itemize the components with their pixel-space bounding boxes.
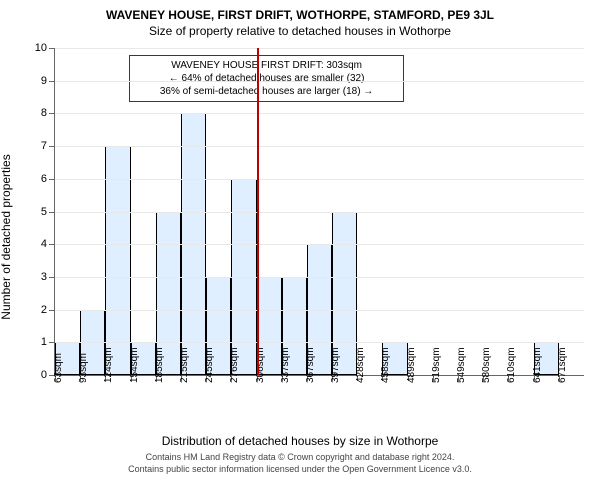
x-tick-label: 215sqm [179, 347, 190, 383]
footer-line-2: Contains public sector information licen… [10, 464, 590, 476]
grid-line [55, 146, 584, 147]
y-tick-label: 5 [41, 206, 55, 218]
grid-line [55, 212, 584, 213]
grid-line [55, 179, 584, 180]
x-tick-label: 276sqm [229, 347, 240, 383]
grid-line [55, 113, 584, 114]
grid-line [55, 244, 584, 245]
y-axis-label: Number of detached properties [0, 154, 13, 319]
x-tick-label: 63sqm [53, 353, 64, 383]
chart-title: WAVENEY HOUSE, FIRST DRIFT, WOTHORPE, ST… [10, 8, 590, 22]
footer: Contains HM Land Registry data © Crown c… [10, 452, 590, 475]
grid-line [55, 81, 584, 82]
y-tick-label: 4 [41, 238, 55, 250]
annotation-line-2: ← 64% of detached houses are smaller (32… [136, 72, 397, 85]
x-tick-label: 245sqm [204, 347, 215, 383]
x-tick-label: 580sqm [481, 347, 492, 383]
x-axis-label: Distribution of detached houses by size … [10, 434, 590, 448]
x-tick-label: 428sqm [355, 347, 366, 383]
footer-line-1: Contains HM Land Registry data © Crown c… [10, 452, 590, 464]
x-tick-label: 124sqm [103, 347, 114, 383]
plot-area: WAVENEY HOUSE FIRST DRIFT: 303sqm ← 64% … [54, 48, 584, 376]
y-tick-label: 8 [41, 107, 55, 119]
y-tick-label: 3 [41, 271, 55, 283]
x-tick-label: 671sqm [557, 347, 568, 383]
x-tick-label: 458sqm [380, 347, 391, 383]
x-tick-label: 93sqm [78, 353, 89, 383]
y-tick-label: 1 [41, 336, 55, 348]
x-tick-label: 154sqm [129, 347, 140, 383]
x-tick-label: 610sqm [506, 347, 517, 383]
bar [105, 146, 130, 375]
x-tick-label: 367sqm [305, 347, 316, 383]
x-tick-label: 641sqm [532, 347, 543, 383]
reference-line [257, 48, 259, 375]
x-tick-label: 549sqm [456, 347, 467, 383]
x-tick-label: 519sqm [431, 347, 442, 383]
y-tick-label: 9 [41, 75, 55, 87]
chart-container: WAVENEY HOUSE, FIRST DRIFT, WOTHORPE, ST… [0, 0, 600, 500]
grid-line [55, 310, 584, 311]
annotation-line-3: 36% of semi-detached houses are larger (… [136, 85, 397, 98]
y-tick-label: 10 [35, 42, 55, 54]
grid-line [55, 277, 584, 278]
y-tick-label: 6 [41, 173, 55, 185]
chart-subtitle: Size of property relative to detached ho… [10, 24, 590, 38]
grid-line [55, 342, 584, 343]
chart-area: Number of detached properties WAVENEY HO… [10, 42, 590, 432]
annotation-line-1: WAVENEY HOUSE FIRST DRIFT: 303sqm [136, 59, 397, 72]
x-tick-label: 397sqm [330, 347, 341, 383]
x-tick-label: 185sqm [154, 347, 165, 383]
reference-annotation: WAVENEY HOUSE FIRST DRIFT: 303sqm ← 64% … [129, 55, 404, 102]
y-tick-label: 2 [41, 304, 55, 316]
grid-line [55, 48, 584, 49]
x-tick-label: 337sqm [280, 347, 291, 383]
x-tick-label: 489sqm [406, 347, 417, 383]
y-tick-label: 7 [41, 140, 55, 152]
